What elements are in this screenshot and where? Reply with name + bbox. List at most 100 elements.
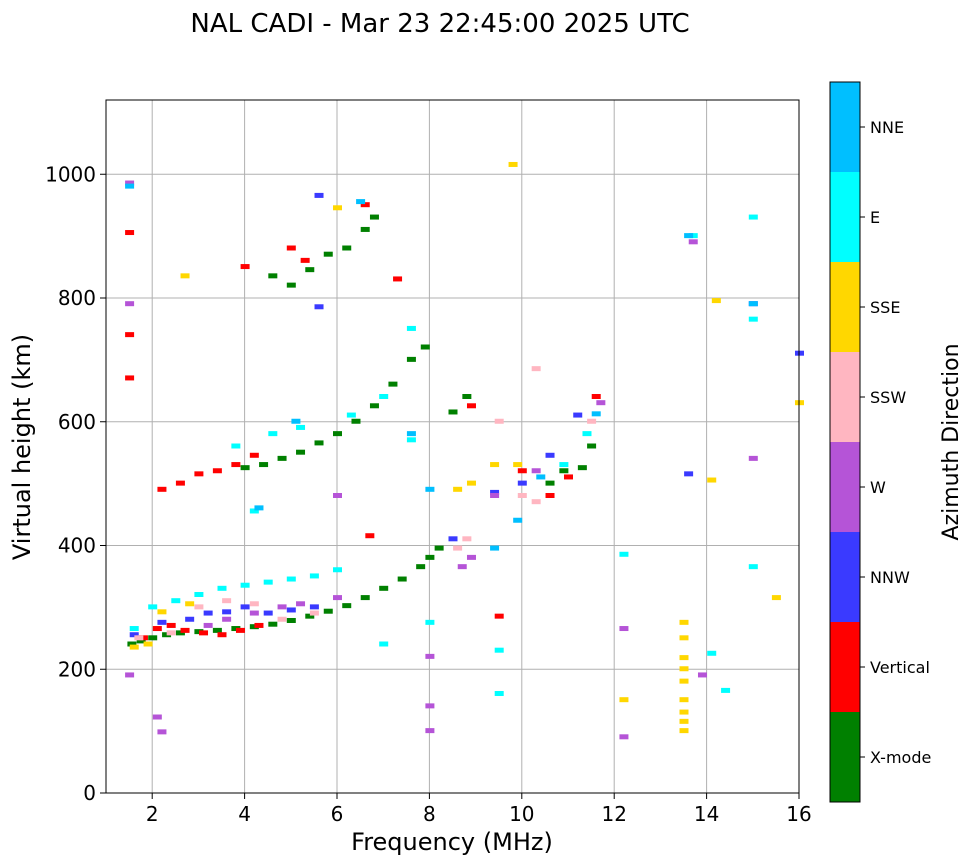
data-point-w [125,180,135,186]
data-point-w [296,601,306,607]
colorbar-segment [830,352,860,442]
data-point-ssw [309,610,319,616]
data-point-x-mode [559,468,569,474]
data-point-x-mode [296,449,306,455]
data-point-vertical [240,264,250,270]
colorbar-tick-label: X-mode [870,748,931,767]
data-points [125,161,804,740]
data-point-sse [333,205,342,211]
data-point-sse [157,609,167,615]
y-tick-label: 400 [58,534,96,558]
data-point-x-mode [277,455,287,461]
data-point-x-mode [127,641,137,647]
data-point-e [559,462,569,468]
data-point-sse [679,678,689,684]
data-point-vertical [138,635,148,641]
data-point-e [194,592,204,597]
data-point-w [333,595,342,601]
data-point-sse [679,635,689,641]
data-point-sse [185,601,195,607]
data-point-sse [679,697,689,703]
data-point-nnw [573,412,583,418]
data-point-vertical [125,230,135,236]
y-tick-label: 800 [58,286,96,310]
data-point-vertical [152,626,162,632]
data-point-w [466,554,476,560]
data-point-w [157,729,167,735]
data-point-sse [679,718,689,724]
data-point-e [619,551,629,557]
data-point-w [697,672,707,678]
data-point-vertical [517,468,527,474]
data-point-x-mode [268,621,278,627]
data-point-ssw [531,499,541,505]
data-point-vertical [166,622,176,628]
data-point-e [582,431,592,437]
data-point-nnw [240,604,250,610]
data-point-e [333,567,342,573]
data-point-sse [453,486,463,492]
data-point-w [425,653,435,659]
data-point-x-mode [286,617,296,623]
data-point-vertical [125,332,135,338]
data-point-sse [180,273,190,279]
data-point-sse [143,641,153,647]
data-point-vertical [199,630,209,636]
data-point-ssw [222,598,232,604]
colorbar-tick-label: W [870,478,886,497]
x-tick-label: 2 [146,802,159,826]
grid-lines [106,100,800,794]
data-point-e [688,233,698,239]
data-point-x-mode [305,613,315,619]
data-point-x-mode [286,282,296,288]
data-point-sse [508,161,518,167]
data-point-nne [536,474,546,480]
data-point-vertical [194,471,204,477]
data-point-e [494,691,504,696]
data-point-x-mode [342,245,352,251]
colorbar-tick-label: SSE [870,298,900,317]
data-point-vertical [157,486,167,492]
data-point-nne [513,517,523,523]
data-point-vertical [249,452,259,458]
data-point-e [406,325,416,331]
data-point-x-mode [231,626,241,632]
data-point-x-mode [369,403,379,409]
data-point-nnw [129,632,139,638]
colorbar-frame [829,81,861,803]
data-point-nne [490,545,500,551]
data-point-nnw [684,471,694,477]
data-point-e [406,437,416,443]
data-point-x-mode [360,595,370,601]
colorbar-tick-label: SSW [870,388,906,407]
data-point-nnw [286,607,296,613]
x-tick-label: 4 [238,802,251,826]
data-point-vertical [254,622,264,628]
colorbar-segment [830,622,860,712]
data-point-x-mode [420,344,430,350]
data-point-x-mode [323,251,333,257]
colorbar-tick-label: E [870,208,880,227]
data-point-nnw [185,616,195,622]
data-point-sse [679,709,689,715]
data-point-x-mode [268,273,278,279]
colorbar-segment [830,442,860,532]
colorbar-tick-label: NNE [870,118,904,137]
data-point-e [346,412,356,418]
data-point-nnw [490,489,500,495]
plot-frame [105,99,800,794]
data-point-vertical [393,276,403,282]
data-point-nne [406,431,416,437]
data-point-x-mode [545,480,555,486]
data-point-nne [125,183,135,189]
data-point-x-mode [351,418,361,424]
data-point-ssw [462,536,472,542]
data-point-vertical [300,257,310,263]
data-point-ssw [134,635,144,641]
data-point-nne [291,418,301,424]
data-point-x-mode [136,638,146,644]
data-point-x-mode [342,603,352,609]
data-point-nnw [222,609,232,615]
data-point-nnw [263,610,273,616]
data-point-e [425,619,435,625]
